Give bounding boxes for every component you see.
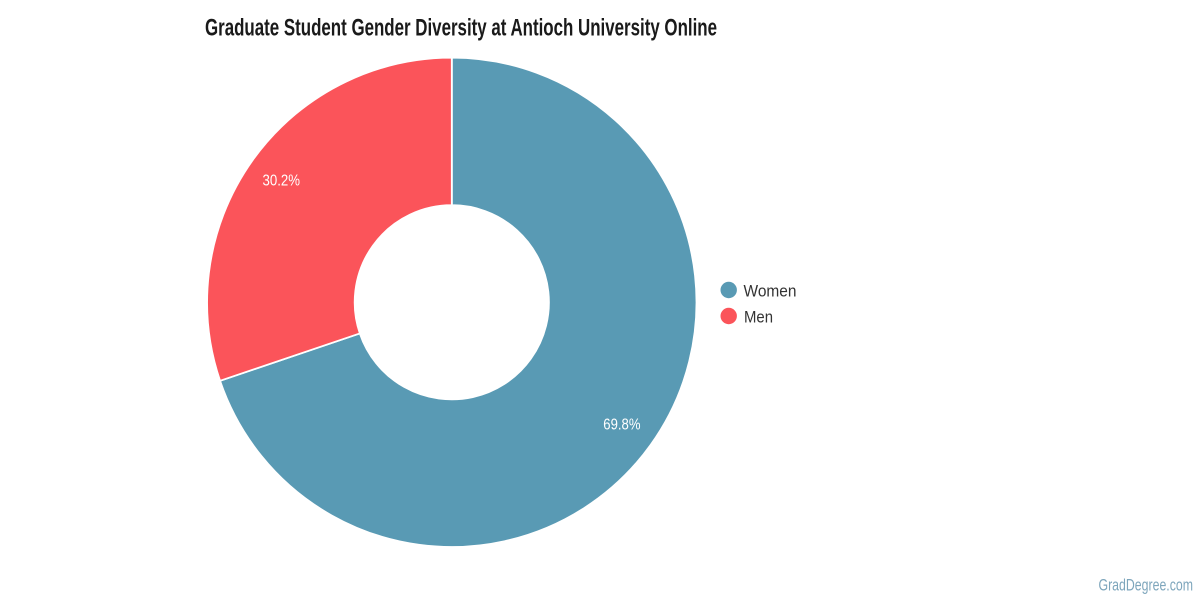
svg-text:Graduate Student Gender Divers: Graduate Student Gender Diversity at Ant… xyxy=(205,15,717,41)
svg-text:Women: Women xyxy=(744,282,797,300)
svg-text:GradDegree.com: GradDegree.com xyxy=(1099,577,1194,595)
svg-text:Men: Men xyxy=(744,308,773,326)
svg-text:30.2%: 30.2% xyxy=(263,173,301,190)
svg-text:69.8%: 69.8% xyxy=(603,416,640,433)
